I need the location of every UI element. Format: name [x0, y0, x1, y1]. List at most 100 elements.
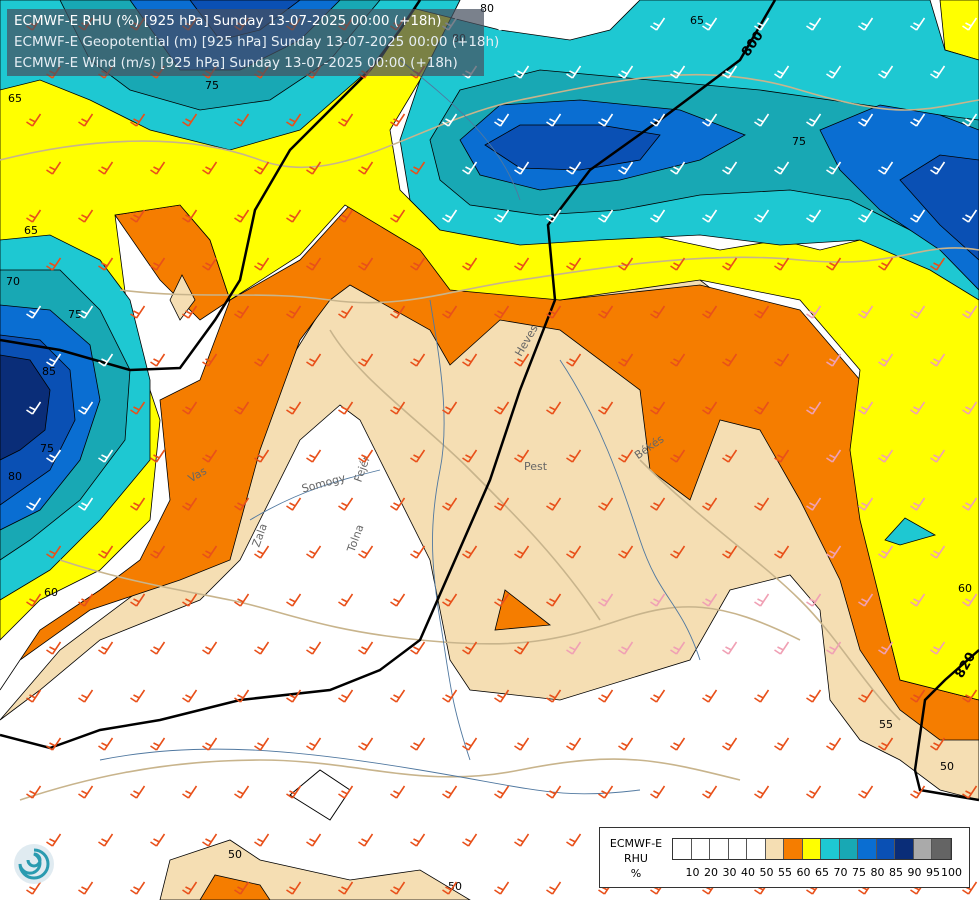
wind-barb: [410, 545, 426, 559]
wind-barb: [754, 593, 770, 607]
wind-barb: [98, 737, 114, 751]
wind-barb: [618, 257, 634, 271]
wind-barb: [202, 353, 218, 367]
wind-barb: [98, 257, 114, 271]
legend-swatch: [839, 839, 858, 859]
wind-barb: [806, 593, 822, 607]
wind-barb: [150, 737, 166, 751]
wind-barb: [910, 305, 926, 319]
wind-barb: [618, 161, 634, 175]
wind-barb: [462, 737, 478, 751]
wind-barb: [858, 689, 874, 703]
wind-barb: [514, 65, 530, 79]
wind-barb: [390, 209, 406, 223]
wind-barb: [774, 65, 790, 79]
wind-barb: [358, 833, 374, 847]
rhu-label: 75: [40, 442, 54, 455]
legend-swatch: [802, 839, 821, 859]
wind-barb: [494, 497, 510, 511]
wind-barb: [150, 833, 166, 847]
legend-tick: 50: [759, 866, 774, 879]
wind-barb: [962, 305, 978, 319]
legend-tick-labels: 10 20 30 40 50 55 60 65 70 75 80 85 90 95 100: [672, 866, 972, 880]
wind-barb: [234, 689, 250, 703]
wind-barb: [46, 833, 62, 847]
wind-barb: [702, 113, 718, 127]
wind-barb: [826, 545, 842, 559]
wind-barb: [598, 593, 614, 607]
wind-barb: [358, 737, 374, 751]
wind-barb: [754, 113, 770, 127]
legend-swatch: [913, 839, 932, 859]
rhu-legend: ECMWF-E RHU % 10 20 30 40 50 55 60 65 70 75 80 85 90…: [599, 827, 970, 888]
wind-barb: [98, 641, 114, 655]
rhu-label: 80: [8, 470, 22, 483]
wind-barb: [150, 641, 166, 655]
wind-barb: [930, 641, 946, 655]
wind-barb: [78, 593, 94, 607]
wind-barb: [150, 161, 166, 175]
wind-barb: [390, 305, 406, 319]
rhu-fill-60-65-ne: [939, 0, 979, 61]
wind-barb: [878, 737, 894, 751]
wind-barb: [410, 833, 426, 847]
wind-barb: [598, 209, 614, 223]
wind-barb: [806, 113, 822, 127]
wind-barb: [254, 833, 270, 847]
wind-barb: [26, 689, 42, 703]
rhu-label: 60: [958, 582, 972, 595]
rhu-fill-island: [169, 274, 196, 321]
wind-barb: [650, 689, 666, 703]
wind-barb: [494, 785, 510, 799]
wind-barb: [494, 401, 510, 415]
wind-barb: [442, 209, 458, 223]
wind-barb: [910, 593, 926, 607]
wind-barb: [234, 785, 250, 799]
wind-barb: [930, 353, 946, 367]
wind-barb: [390, 785, 406, 799]
wind-barb: [826, 737, 842, 751]
wind-barb: [234, 497, 250, 511]
wind-barb: [286, 113, 302, 127]
wind-barb: [462, 641, 478, 655]
wind-barb: [390, 881, 406, 895]
wind-barb: [202, 161, 218, 175]
wind-barb: [442, 497, 458, 511]
wind-barb: [650, 113, 666, 127]
wind-barb: [150, 353, 166, 367]
wind-barb: [930, 737, 946, 751]
wind-barb: [566, 65, 582, 79]
wind-barb: [774, 257, 790, 271]
wind-barb: [234, 209, 250, 223]
wind-barb: [150, 545, 166, 559]
wind-barb: [878, 65, 894, 79]
wind-barb: [858, 209, 874, 223]
wind-barb: [286, 785, 302, 799]
wind-barb: [930, 545, 946, 559]
wind-barb: [182, 689, 198, 703]
wind-barb: [338, 113, 354, 127]
wind-barb: [962, 497, 978, 511]
wind-barb: [878, 353, 894, 367]
wind-barb: [26, 305, 42, 319]
wind-barb: [702, 689, 718, 703]
wind-barb: [910, 785, 926, 799]
wind-barb: [338, 785, 354, 799]
wind-barb: [462, 833, 478, 847]
rhu-label: 75: [205, 79, 219, 92]
wind-barb: [566, 161, 582, 175]
wind-barb: [442, 305, 458, 319]
wind-barb: [410, 449, 426, 463]
logo-swirl-icon: [12, 842, 56, 886]
wind-barb: [254, 161, 270, 175]
wind-barb: [98, 449, 114, 463]
wind-barb: [806, 689, 822, 703]
wind-barb: [494, 113, 510, 127]
wind-barb: [98, 161, 114, 175]
wind-barb: [618, 353, 634, 367]
legend-tick: 60: [796, 866, 811, 879]
wind-barb: [910, 209, 926, 223]
wind-barb: [670, 161, 686, 175]
map-title-panel: ECMWF-E RHU (%) [925 hPa] Sunday 13-07-2…: [7, 9, 499, 76]
